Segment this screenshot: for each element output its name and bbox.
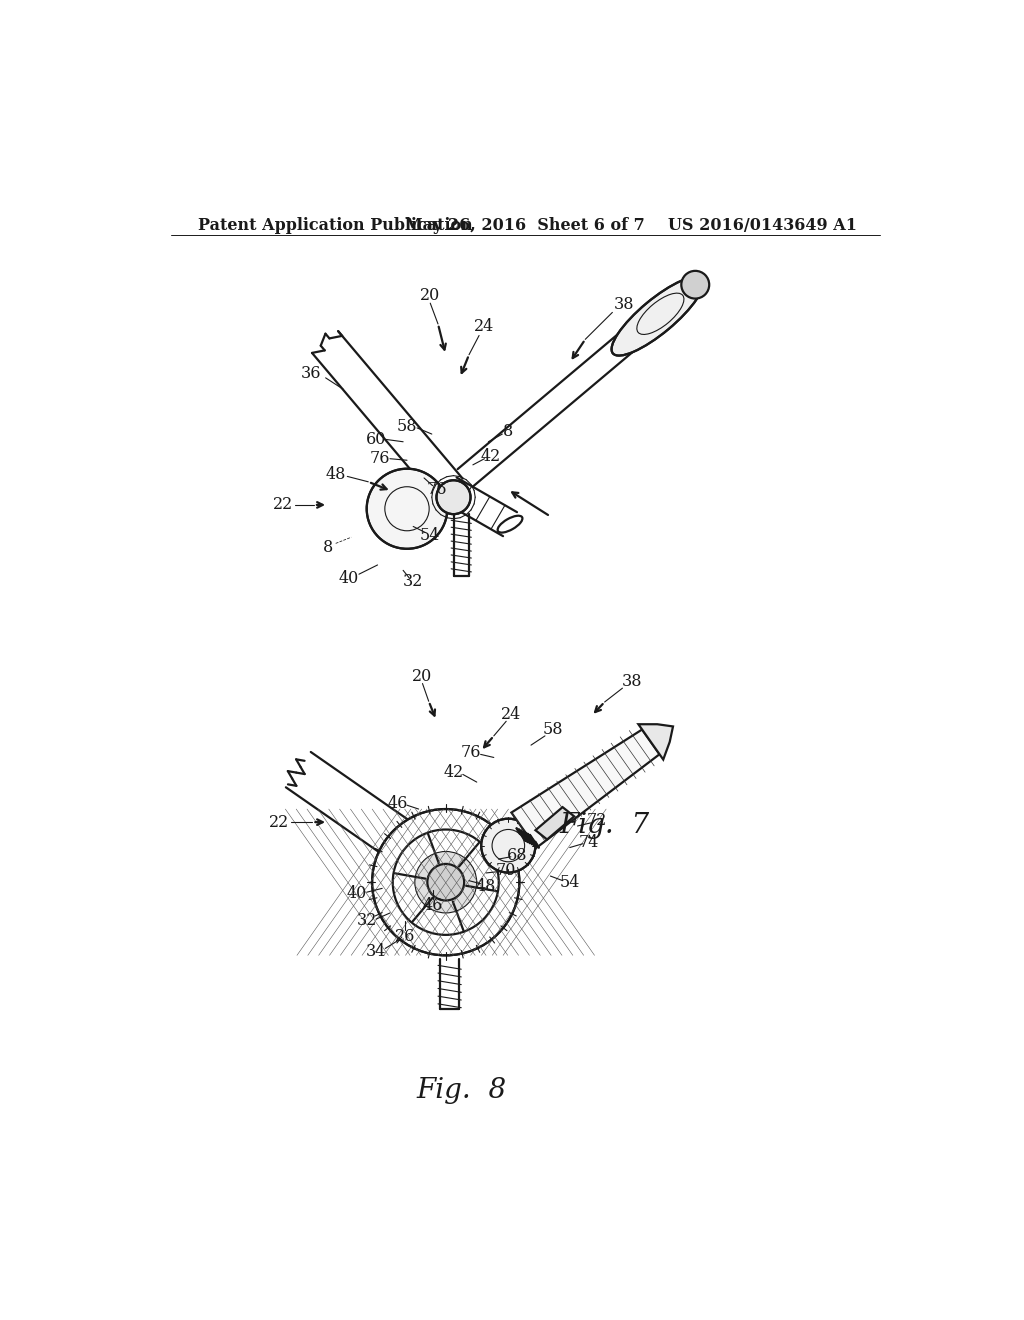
Text: 38: 38 — [613, 296, 634, 313]
Circle shape — [427, 863, 464, 900]
Text: 20: 20 — [413, 668, 432, 685]
Text: 32: 32 — [356, 912, 377, 929]
Text: 32: 32 — [403, 573, 423, 590]
Text: 22: 22 — [272, 496, 293, 513]
Text: Fig.  7: Fig. 7 — [559, 812, 649, 838]
Text: 40: 40 — [339, 569, 359, 586]
Text: 24: 24 — [501, 706, 521, 723]
Text: 22: 22 — [269, 813, 289, 830]
Text: 60: 60 — [366, 430, 386, 447]
Polygon shape — [638, 725, 673, 759]
Text: 38: 38 — [622, 673, 642, 690]
Text: 20: 20 — [420, 286, 440, 304]
Polygon shape — [536, 807, 574, 840]
Text: 70: 70 — [496, 862, 516, 879]
Polygon shape — [511, 730, 659, 847]
Text: 54: 54 — [420, 527, 440, 544]
Circle shape — [436, 480, 471, 515]
Text: 40: 40 — [346, 886, 367, 903]
Text: 26: 26 — [395, 928, 416, 945]
Text: 42: 42 — [443, 764, 464, 781]
Text: 54: 54 — [559, 874, 580, 891]
Circle shape — [372, 809, 519, 956]
Text: 48: 48 — [326, 466, 346, 483]
Text: 8: 8 — [503, 424, 513, 441]
Text: 76: 76 — [426, 480, 446, 498]
Text: 8: 8 — [323, 539, 333, 556]
Text: May 26, 2016  Sheet 6 of 7: May 26, 2016 Sheet 6 of 7 — [404, 216, 645, 234]
Text: 72: 72 — [587, 812, 607, 829]
Text: 48: 48 — [476, 878, 497, 895]
Text: Fig.  8: Fig. 8 — [416, 1077, 507, 1104]
Text: 68: 68 — [507, 846, 527, 863]
Text: 58: 58 — [543, 721, 563, 738]
Ellipse shape — [611, 277, 703, 355]
Text: 24: 24 — [474, 318, 495, 335]
Text: Patent Application Publication: Patent Application Publication — [198, 216, 472, 234]
Text: 42: 42 — [480, 447, 501, 465]
Text: 74: 74 — [579, 834, 599, 850]
Text: 76: 76 — [461, 744, 481, 762]
Ellipse shape — [681, 271, 710, 298]
Circle shape — [481, 818, 536, 873]
Circle shape — [367, 469, 447, 549]
Text: 76: 76 — [370, 450, 390, 467]
Text: 36: 36 — [301, 366, 322, 383]
Text: 46: 46 — [387, 795, 408, 812]
Circle shape — [415, 851, 477, 913]
Text: 58: 58 — [396, 418, 417, 434]
Text: 46: 46 — [422, 896, 442, 913]
Text: US 2016/0143649 A1: US 2016/0143649 A1 — [668, 216, 856, 234]
Text: 34: 34 — [366, 942, 386, 960]
